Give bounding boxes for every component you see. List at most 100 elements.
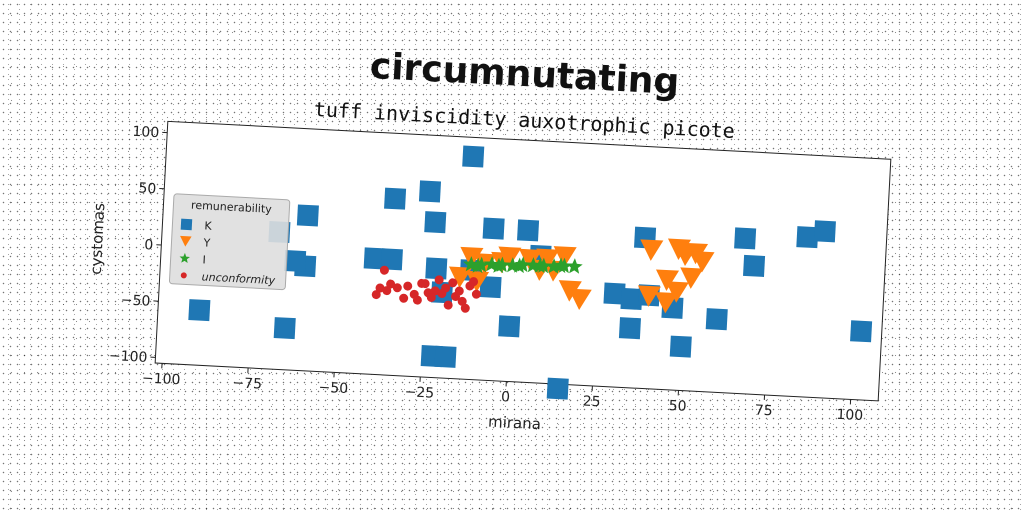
data-marks (188, 145, 873, 400)
point-unconformity-1 (375, 283, 385, 293)
point-unconformity-11 (448, 278, 458, 288)
point-i-6 (525, 257, 542, 273)
x-tick-label: 100 (836, 407, 864, 424)
y-tick-label: 100 (132, 124, 160, 141)
y-axis-label: cystomas (87, 202, 109, 275)
point-unconformity-8 (430, 286, 440, 296)
point-k-35 (284, 249, 307, 273)
x-axis-label: mirana (488, 413, 542, 434)
point-y-19 (654, 291, 678, 314)
x-tick-label: −75 (232, 375, 262, 393)
plot-group: −100 −75 −50 −25 0 25 50 75 100 −100 −50 0 50 100 rem… (87, 120, 892, 434)
point-i-8 (545, 258, 562, 274)
point-unconformity-0 (379, 265, 389, 275)
point-unconformity-24 (471, 289, 481, 299)
point-k-14 (363, 247, 386, 270)
point-unconformity-18 (460, 303, 470, 313)
point-y-4 (518, 248, 543, 271)
point-y-8 (553, 246, 577, 268)
y-tick-label: −100 (109, 348, 148, 366)
point-k-0 (462, 145, 485, 168)
point-k-33 (546, 377, 569, 400)
point-k-11 (813, 220, 836, 243)
point-k-30 (669, 335, 692, 358)
series-i (463, 256, 583, 274)
point-k-10 (796, 226, 819, 249)
legend-marker-k (180, 218, 193, 231)
point-y-10 (568, 288, 592, 311)
point-i-11 (469, 257, 487, 274)
point-k-29 (705, 308, 728, 331)
legend-marker-i (179, 252, 190, 263)
point-i-10 (566, 258, 583, 274)
point-k-21 (188, 299, 211, 322)
point-unconformity-21 (371, 290, 381, 300)
point-k-5 (482, 217, 505, 240)
x-tick-label: −100 (142, 370, 181, 388)
x-tick-label: 25 (582, 393, 601, 410)
point-i-4 (504, 257, 521, 273)
legend-label-y: Y (202, 236, 211, 249)
point-i-13 (511, 257, 528, 274)
point-k-20 (498, 315, 521, 338)
y-tick-label: 50 (138, 180, 157, 197)
x-tick-label: 50 (668, 398, 687, 415)
point-k-32 (850, 320, 873, 343)
x-tick-label: 0 (501, 389, 511, 405)
point-y-16 (680, 267, 704, 289)
point-k-31 (618, 317, 641, 340)
point-unconformity-20 (399, 293, 409, 303)
legend-label-k: K (204, 219, 213, 232)
point-k-15 (380, 248, 403, 271)
point-k-22 (273, 317, 296, 340)
point-unconformity-17 (443, 300, 453, 310)
point-k-9 (734, 227, 757, 250)
point-unconformity-19 (420, 279, 430, 289)
point-k-3 (296, 204, 319, 227)
legend-label-unconformity: unconformity (201, 270, 275, 287)
point-unconformity-13 (457, 296, 467, 306)
legend-label-i: I (202, 253, 206, 266)
point-unconformity-3 (392, 283, 402, 293)
point-i-12 (490, 257, 507, 274)
point-k-4 (424, 211, 447, 234)
point-unconformity-16 (469, 277, 479, 287)
point-k-25 (603, 282, 626, 305)
legend-marker-y (180, 235, 192, 247)
x-tick-label: −25 (404, 384, 434, 402)
y-tick-label: 0 (144, 237, 154, 253)
point-unconformity-10 (441, 283, 451, 293)
point-k-16 (425, 257, 448, 280)
point-k-1 (418, 180, 442, 203)
point-unconformity-2 (382, 286, 392, 296)
point-y-17 (655, 269, 680, 291)
point-y-18 (665, 281, 689, 303)
point-i-14 (532, 257, 549, 274)
point-k-2 (384, 187, 407, 210)
point-k-6 (517, 219, 540, 242)
y-tick-label: −50 (120, 292, 150, 310)
x-tick-label: 75 (754, 402, 773, 419)
legend-box (168, 193, 291, 291)
point-y-21 (449, 266, 473, 288)
point-unconformity-22 (386, 279, 396, 289)
point-y-11 (640, 239, 664, 261)
chart-title: circumnutating (369, 46, 680, 103)
series-unconformity (371, 265, 481, 313)
point-unconformity-25 (412, 295, 422, 305)
x-tick-label: −50 (318, 380, 348, 398)
point-unconformity-23 (434, 275, 444, 285)
point-unconformity-26 (426, 292, 436, 302)
point-k-24 (434, 345, 457, 368)
legend-title: remunerability (191, 199, 273, 216)
point-k-18 (479, 276, 502, 299)
point-y-6 (536, 248, 560, 271)
point-unconformity-14 (454, 286, 464, 296)
point-k-26 (620, 287, 643, 310)
point-y-3 (498, 246, 522, 269)
point-y-15 (691, 251, 715, 273)
point-i-15 (552, 257, 569, 274)
point-unconformity-4 (403, 281, 413, 291)
